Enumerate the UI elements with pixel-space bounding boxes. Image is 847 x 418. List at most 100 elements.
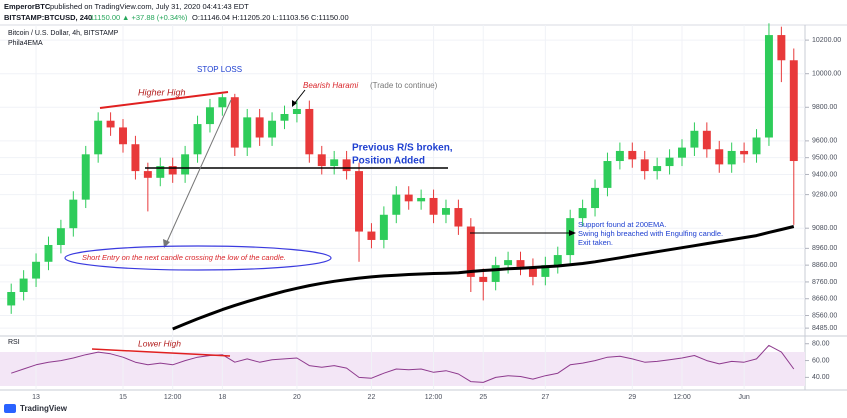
ohlc: O:11146.04 H:11205.20 L:11103.56 C:11150… — [192, 13, 349, 22]
candle-body — [777, 35, 786, 61]
x-tick-label: 12:00 — [164, 394, 182, 401]
y-tick-label: 9080.00 — [812, 225, 837, 232]
candle-body — [193, 124, 202, 155]
change: ▲ +37.88 (+0.34%) — [122, 13, 188, 22]
annotation-ellipse — [64, 245, 332, 271]
harami-arrow — [293, 89, 306, 105]
author: EmperorBTC — [4, 2, 51, 11]
published: published on TradingView.com, July 31, 2… — [50, 2, 249, 11]
higher-high-line — [99, 91, 229, 109]
candle-body — [752, 137, 761, 155]
annotation: Support found at 200EMA. — [578, 220, 666, 229]
marks-layer — [7, 23, 798, 383]
y-tick-label: 10200.00 — [812, 37, 841, 44]
x-tick-label: 12:00 — [673, 394, 691, 401]
candle-body — [404, 194, 413, 202]
candle-body — [119, 127, 127, 145]
y-tick-label: 8560.00 — [812, 312, 837, 319]
candle-body — [764, 35, 773, 138]
x-tick-label: 27 — [541, 394, 549, 401]
candle-body — [218, 97, 227, 108]
annotation: Previous R/S broken, — [352, 143, 453, 154]
candle-body — [19, 278, 28, 293]
y-tick-label: 10000.00 — [812, 71, 841, 78]
candle-body — [205, 107, 214, 125]
y-tick-label: 8660.00 — [812, 296, 837, 303]
symbol: BITSTAMP:BTCUSD, 240 — [4, 13, 92, 22]
ema-line — [172, 225, 795, 331]
indicator-label: Phila4EMA — [8, 40, 43, 47]
candle-body — [454, 208, 463, 227]
candle-body — [702, 130, 711, 150]
candle-body — [243, 117, 252, 148]
candle-body — [715, 149, 724, 165]
x-tick-label: 29 — [628, 394, 636, 401]
candle-body — [690, 130, 699, 148]
rsi-line — [11, 344, 795, 383]
candle-body — [44, 244, 53, 262]
candle-body — [94, 120, 103, 155]
candle-body — [591, 187, 600, 209]
candle-body — [81, 154, 90, 200]
annotation: (Trade to continue) — [370, 81, 438, 90]
candle-body — [280, 114, 289, 121]
brand-logo — [4, 404, 16, 413]
x-tick-label: 20 — [293, 394, 301, 401]
candle-body — [628, 150, 637, 160]
candle-body — [678, 147, 686, 158]
candle-body — [516, 260, 525, 267]
x-tick-label: 12:00 — [425, 394, 443, 401]
candle-body — [330, 159, 339, 167]
arrow-head — [292, 100, 297, 107]
y-tick-label: 9280.00 — [812, 191, 837, 198]
candle-body — [379, 214, 388, 240]
annotation: Short Entry on the next candle crossing … — [82, 253, 286, 262]
y-tick-label: 8485.00 — [812, 325, 837, 332]
candle-body — [727, 150, 736, 165]
candle-body — [355, 171, 363, 232]
annotation: STOP LOSS — [197, 65, 242, 74]
x-tick-label: 18 — [218, 394, 226, 401]
lower-high-line — [91, 348, 231, 357]
y-tick-label: 8760.00 — [812, 279, 837, 286]
y-tick-label: 9500.00 — [812, 155, 837, 162]
candle-body — [56, 228, 65, 245]
candle-body — [156, 166, 165, 178]
candle-body — [429, 197, 438, 215]
candle-body — [640, 159, 649, 172]
candle-body — [367, 231, 376, 240]
candle-body — [553, 255, 562, 266]
rsi-tick-label: 80.00 — [812, 341, 830, 348]
arrow-head — [569, 230, 576, 236]
candle-body — [317, 154, 326, 167]
x-tick-label: 13 — [32, 394, 40, 401]
arrow-head — [163, 239, 170, 248]
candle-body — [578, 208, 587, 219]
rsi-tick-label: 40.00 — [812, 374, 830, 381]
x-tick-label: 25 — [479, 394, 487, 401]
candle-body — [255, 117, 264, 138]
candle-body — [740, 150, 749, 155]
candle-body — [541, 265, 550, 277]
candle-body — [168, 166, 177, 175]
y-tick-label: 8860.00 — [812, 262, 837, 269]
rsi-label: RSI — [8, 339, 20, 346]
annotation: Position Added — [352, 156, 425, 167]
candle-body — [181, 154, 190, 175]
candle-body — [32, 261, 41, 279]
y-tick-label: 9800.00 — [812, 104, 837, 111]
x-tick-label: 22 — [368, 394, 376, 401]
annotation: Lower High — [138, 338, 181, 348]
candle-body — [292, 108, 301, 115]
candle-body — [392, 194, 401, 215]
candle-body — [653, 166, 662, 172]
candle-body — [268, 120, 277, 138]
candle-body — [466, 226, 475, 277]
candle-body — [615, 150, 624, 162]
candle-body — [479, 276, 488, 282]
annotation: Bearish Harami — [303, 81, 358, 90]
candle-body — [7, 292, 16, 306]
candle-body — [528, 266, 537, 277]
